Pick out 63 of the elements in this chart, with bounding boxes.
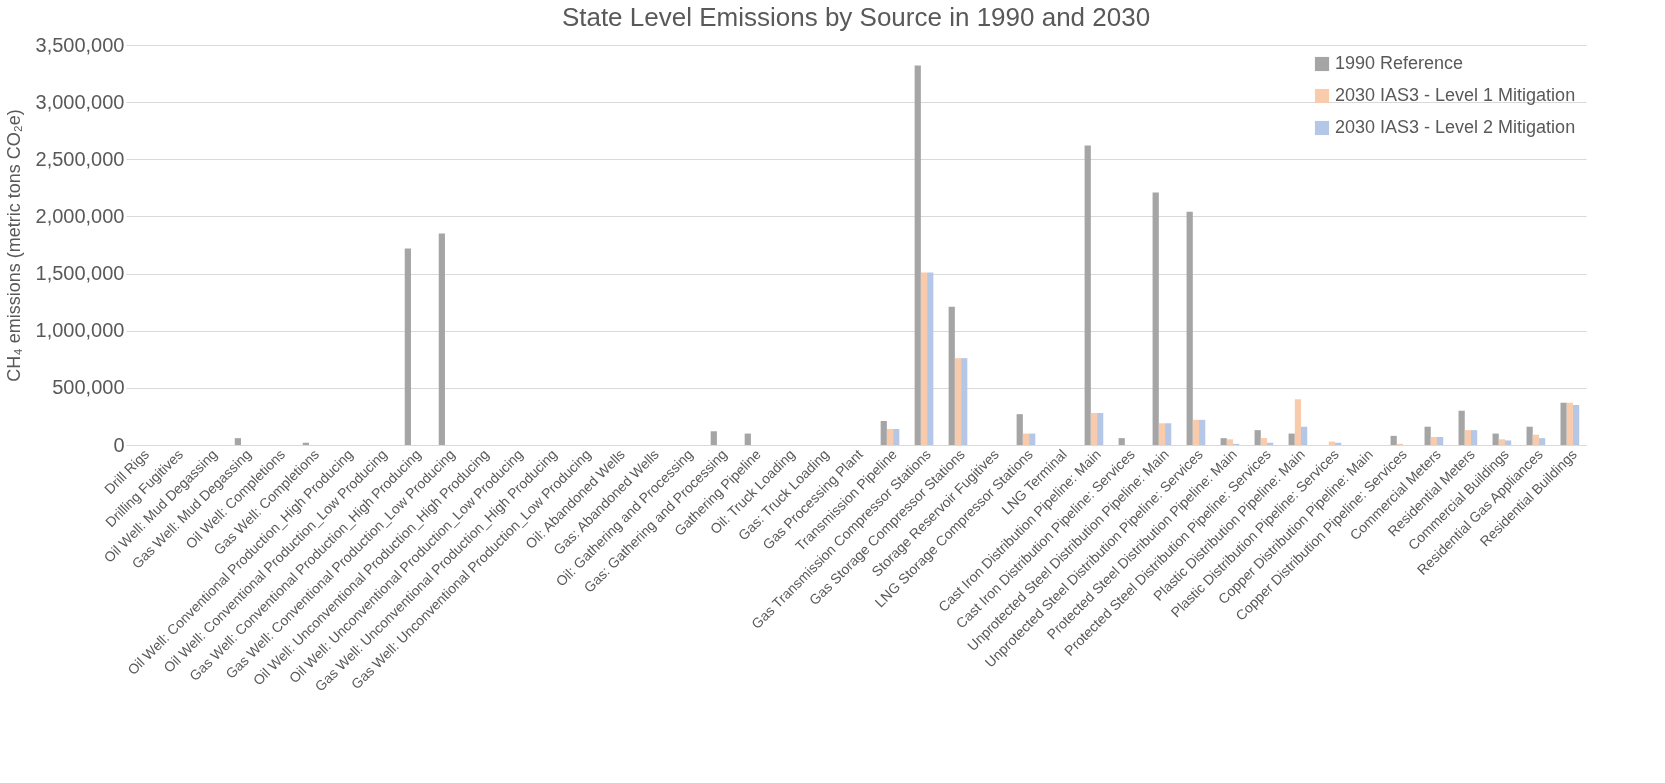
y-tick-label: 500,000 xyxy=(52,376,125,399)
bar xyxy=(1165,423,1172,445)
bar xyxy=(893,429,900,445)
bar xyxy=(404,248,411,445)
bar xyxy=(1424,426,1431,445)
bar xyxy=(1192,419,1200,445)
bar xyxy=(1437,437,1444,445)
bar xyxy=(1301,426,1308,445)
bar xyxy=(1186,211,1193,445)
bar xyxy=(1152,192,1159,445)
bar xyxy=(1260,438,1268,445)
bar xyxy=(886,429,894,445)
y-tick-label: 3,500,000 xyxy=(35,33,125,56)
bar xyxy=(1560,402,1567,445)
bar xyxy=(927,272,934,445)
bar xyxy=(1016,414,1023,445)
bar xyxy=(1464,430,1471,445)
legend-label: 2030 IAS3 - Level 2 Mitigation xyxy=(1335,117,1576,137)
legend-label: 1990 Reference xyxy=(1335,53,1464,73)
bar xyxy=(1294,399,1302,445)
bar xyxy=(1158,423,1166,445)
y-axis-title: CH₄ emissions (metric tons CO₂e) xyxy=(3,109,24,382)
bar xyxy=(1390,435,1397,445)
legend-label: 2030 IAS3 - Level 1 Mitigation xyxy=(1335,85,1576,105)
bar xyxy=(1288,433,1295,445)
bar xyxy=(1572,405,1580,445)
y-tick-label: 1,000,000 xyxy=(35,319,125,342)
bar xyxy=(1566,402,1573,445)
bar xyxy=(948,306,955,445)
bar xyxy=(1532,434,1539,445)
bar xyxy=(1470,430,1478,445)
chart-title: State Level Emissions by Source in 1990 and 2030 xyxy=(561,2,1151,32)
bar xyxy=(920,272,928,445)
bar xyxy=(1504,440,1512,445)
y-tick-label: 0 xyxy=(113,433,125,456)
bar xyxy=(1430,437,1437,445)
bar xyxy=(1254,430,1261,445)
bar xyxy=(1118,438,1125,445)
bar xyxy=(1526,426,1533,445)
bar xyxy=(1538,438,1546,445)
bar xyxy=(961,358,968,445)
bar xyxy=(1226,439,1234,445)
bar xyxy=(954,358,962,445)
bar xyxy=(1220,438,1227,445)
bar xyxy=(1458,410,1465,445)
y-tick-label: 1,500,000 xyxy=(35,262,125,285)
bar xyxy=(744,433,751,445)
bar xyxy=(1097,413,1104,445)
bar xyxy=(1090,413,1098,445)
bar xyxy=(234,438,242,445)
bar xyxy=(914,65,921,445)
bar xyxy=(880,421,887,445)
bar xyxy=(1492,433,1499,445)
bar xyxy=(438,233,445,445)
bar xyxy=(1022,433,1030,445)
bar xyxy=(1084,145,1091,445)
y-tick-label: 3,000,000 xyxy=(35,90,125,113)
bar xyxy=(1498,439,1505,445)
y-tick-label: 2,500,000 xyxy=(35,147,125,170)
bar xyxy=(1029,433,1036,445)
bar xyxy=(710,431,717,445)
bar xyxy=(1199,419,1206,445)
y-tick-label: 2,000,000 xyxy=(35,204,125,227)
